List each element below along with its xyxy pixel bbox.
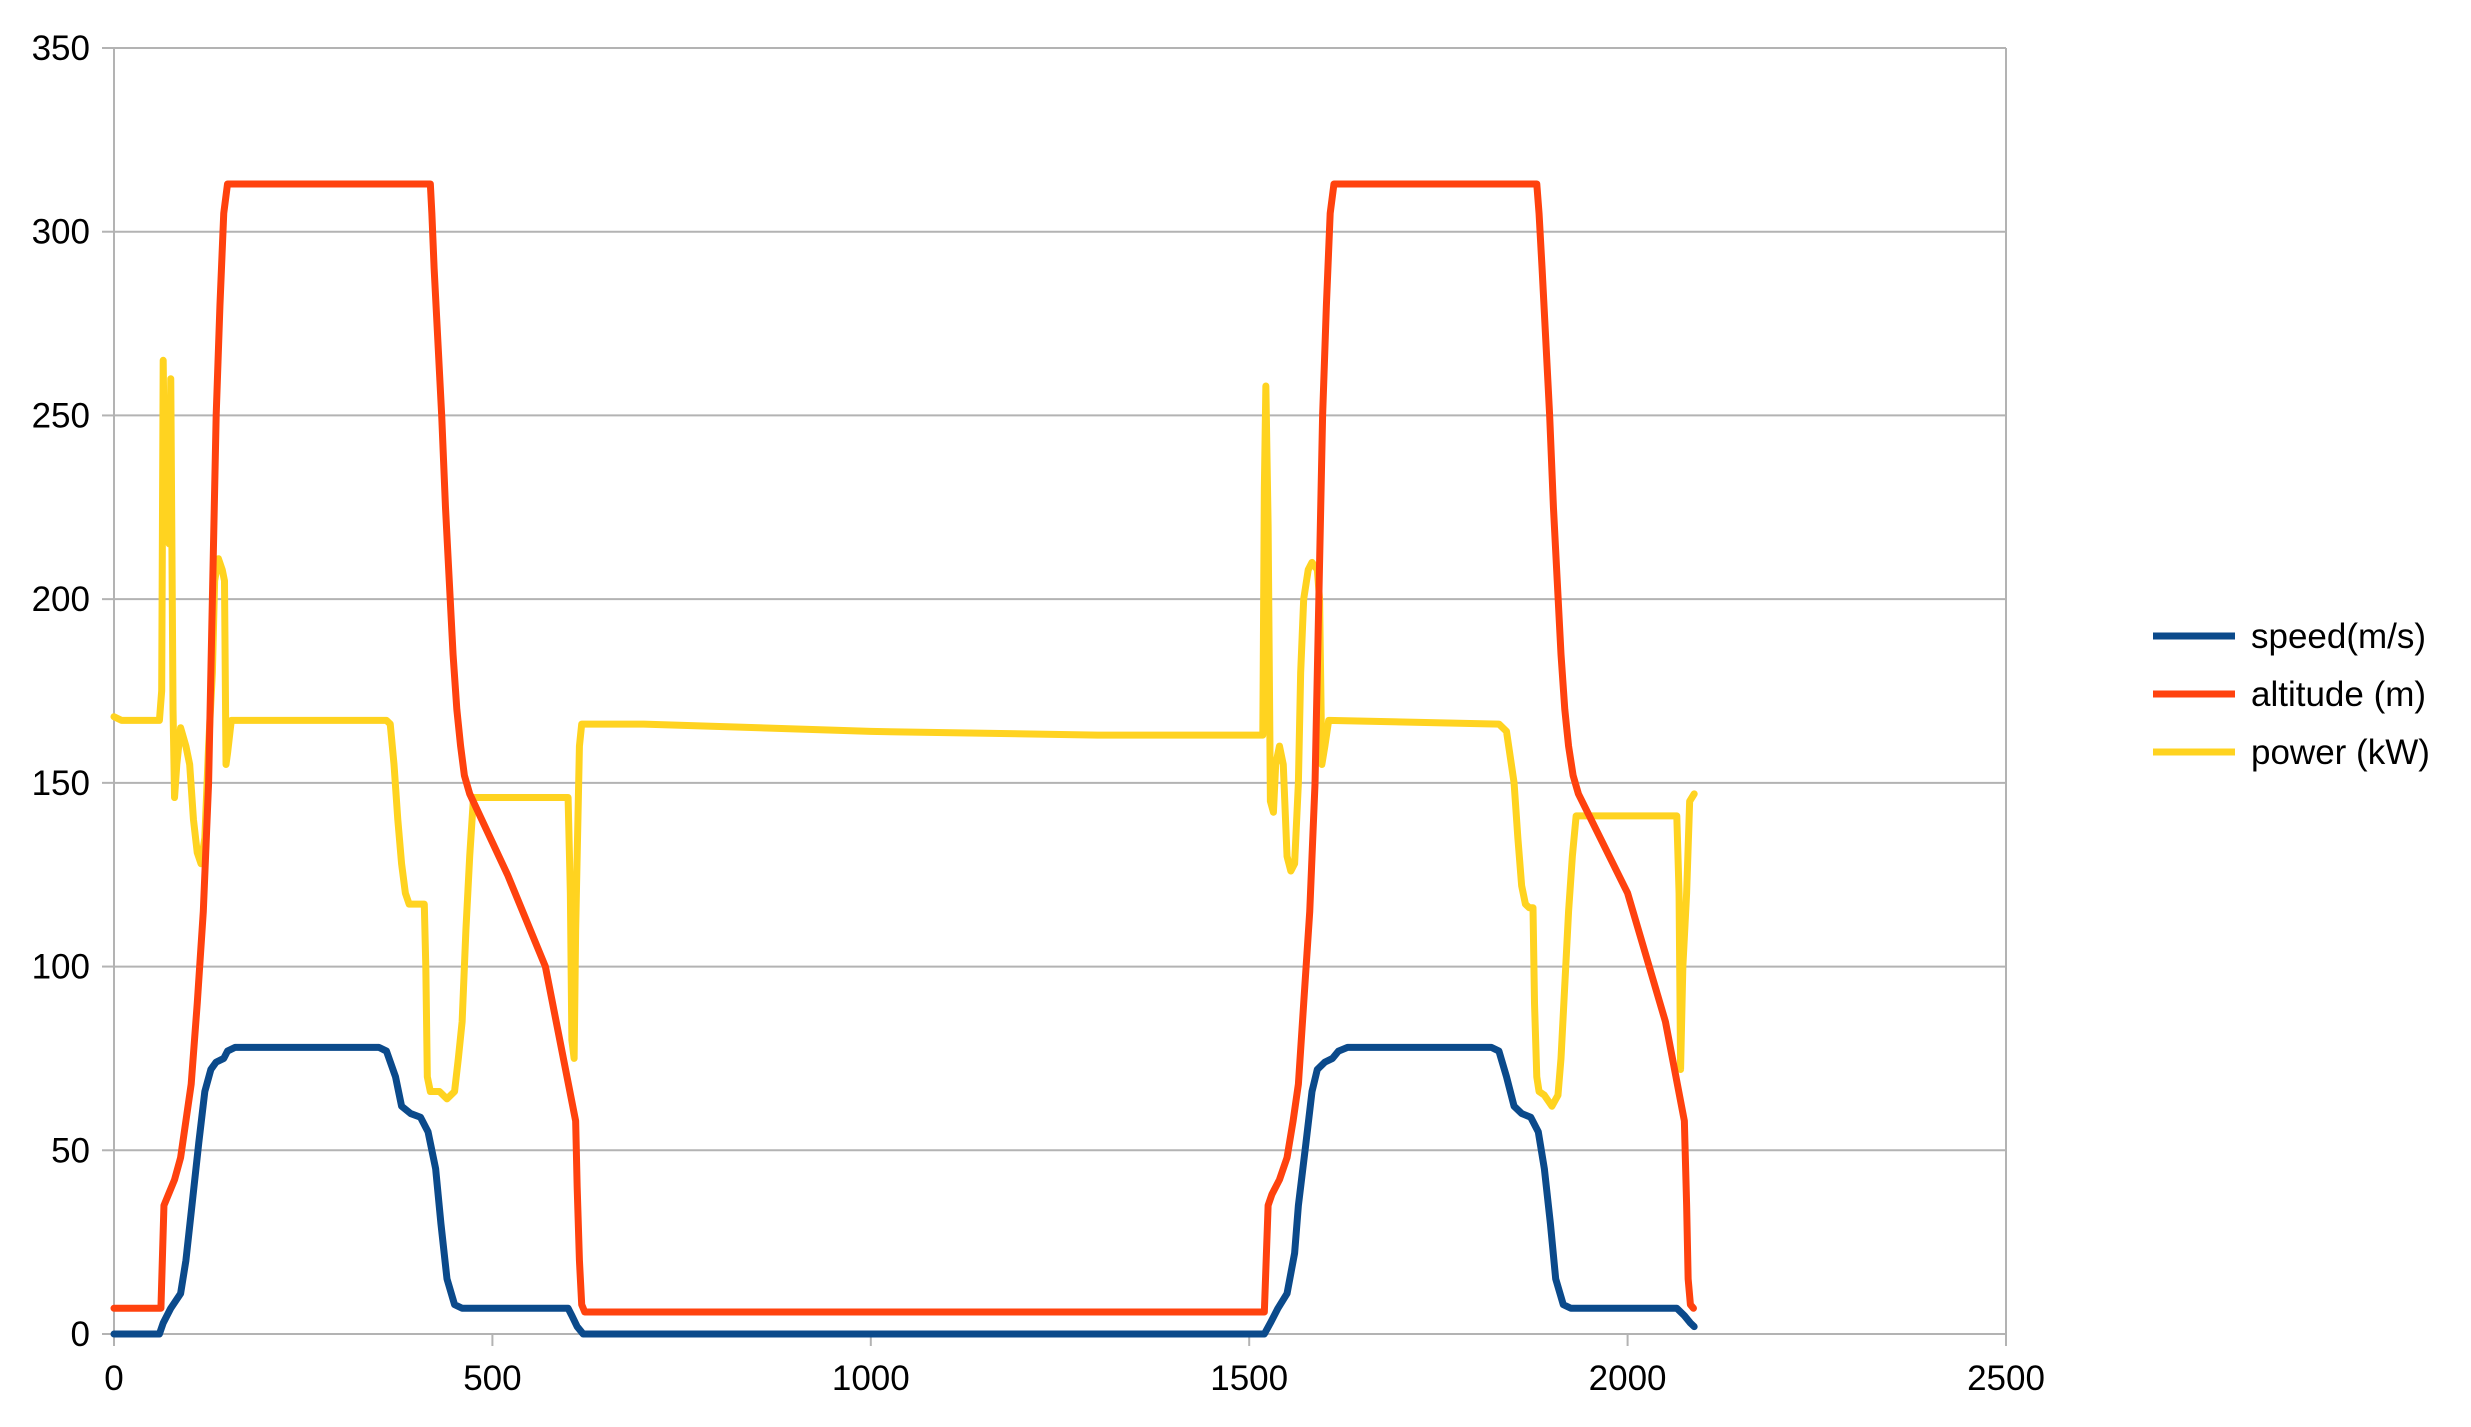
- series-line-altitude-m: [110, 180, 1697, 1316]
- legend-label-speed-m-s: speed(m/s): [2251, 617, 2426, 656]
- legend-label-altitude-m: altitude (m): [2251, 675, 2426, 714]
- x-tick-label: 500: [463, 1359, 521, 1398]
- y-tick-label: 350: [32, 29, 90, 68]
- x-tick-label: 0: [104, 1359, 123, 1398]
- legend-label-power-kw: power (kW): [2251, 733, 2430, 772]
- y-tick-label: 200: [32, 580, 90, 619]
- legend: speed(m/s) altitude (m) power (kW): [2153, 617, 2430, 772]
- y-tick-label: 250: [32, 396, 90, 435]
- x-tick-label: 1500: [1210, 1359, 1288, 1398]
- axes: [102, 47, 2007, 1346]
- x-tick-label: 2000: [1589, 1359, 1667, 1398]
- tick-labels: 0 50 100 150 200 250 300 350 0 500 1000 1500 2000 250…: [32, 29, 2045, 1398]
- x-tick-label: 1000: [832, 1359, 910, 1398]
- y-tick-label: 100: [32, 948, 90, 987]
- series-line-speed-m-s: [110, 1043, 1698, 1338]
- grid-lines: [114, 47, 2006, 1152]
- series-lines: [110, 180, 1698, 1338]
- y-tick-label: 150: [32, 764, 90, 803]
- y-tick-label: 0: [71, 1315, 90, 1354]
- series-line-power-kw: [110, 356, 1698, 1110]
- y-tick-label: 50: [51, 1131, 90, 1170]
- x-tick-label: 2500: [1967, 1359, 2045, 1398]
- y-tick-label: 300: [32, 213, 90, 252]
